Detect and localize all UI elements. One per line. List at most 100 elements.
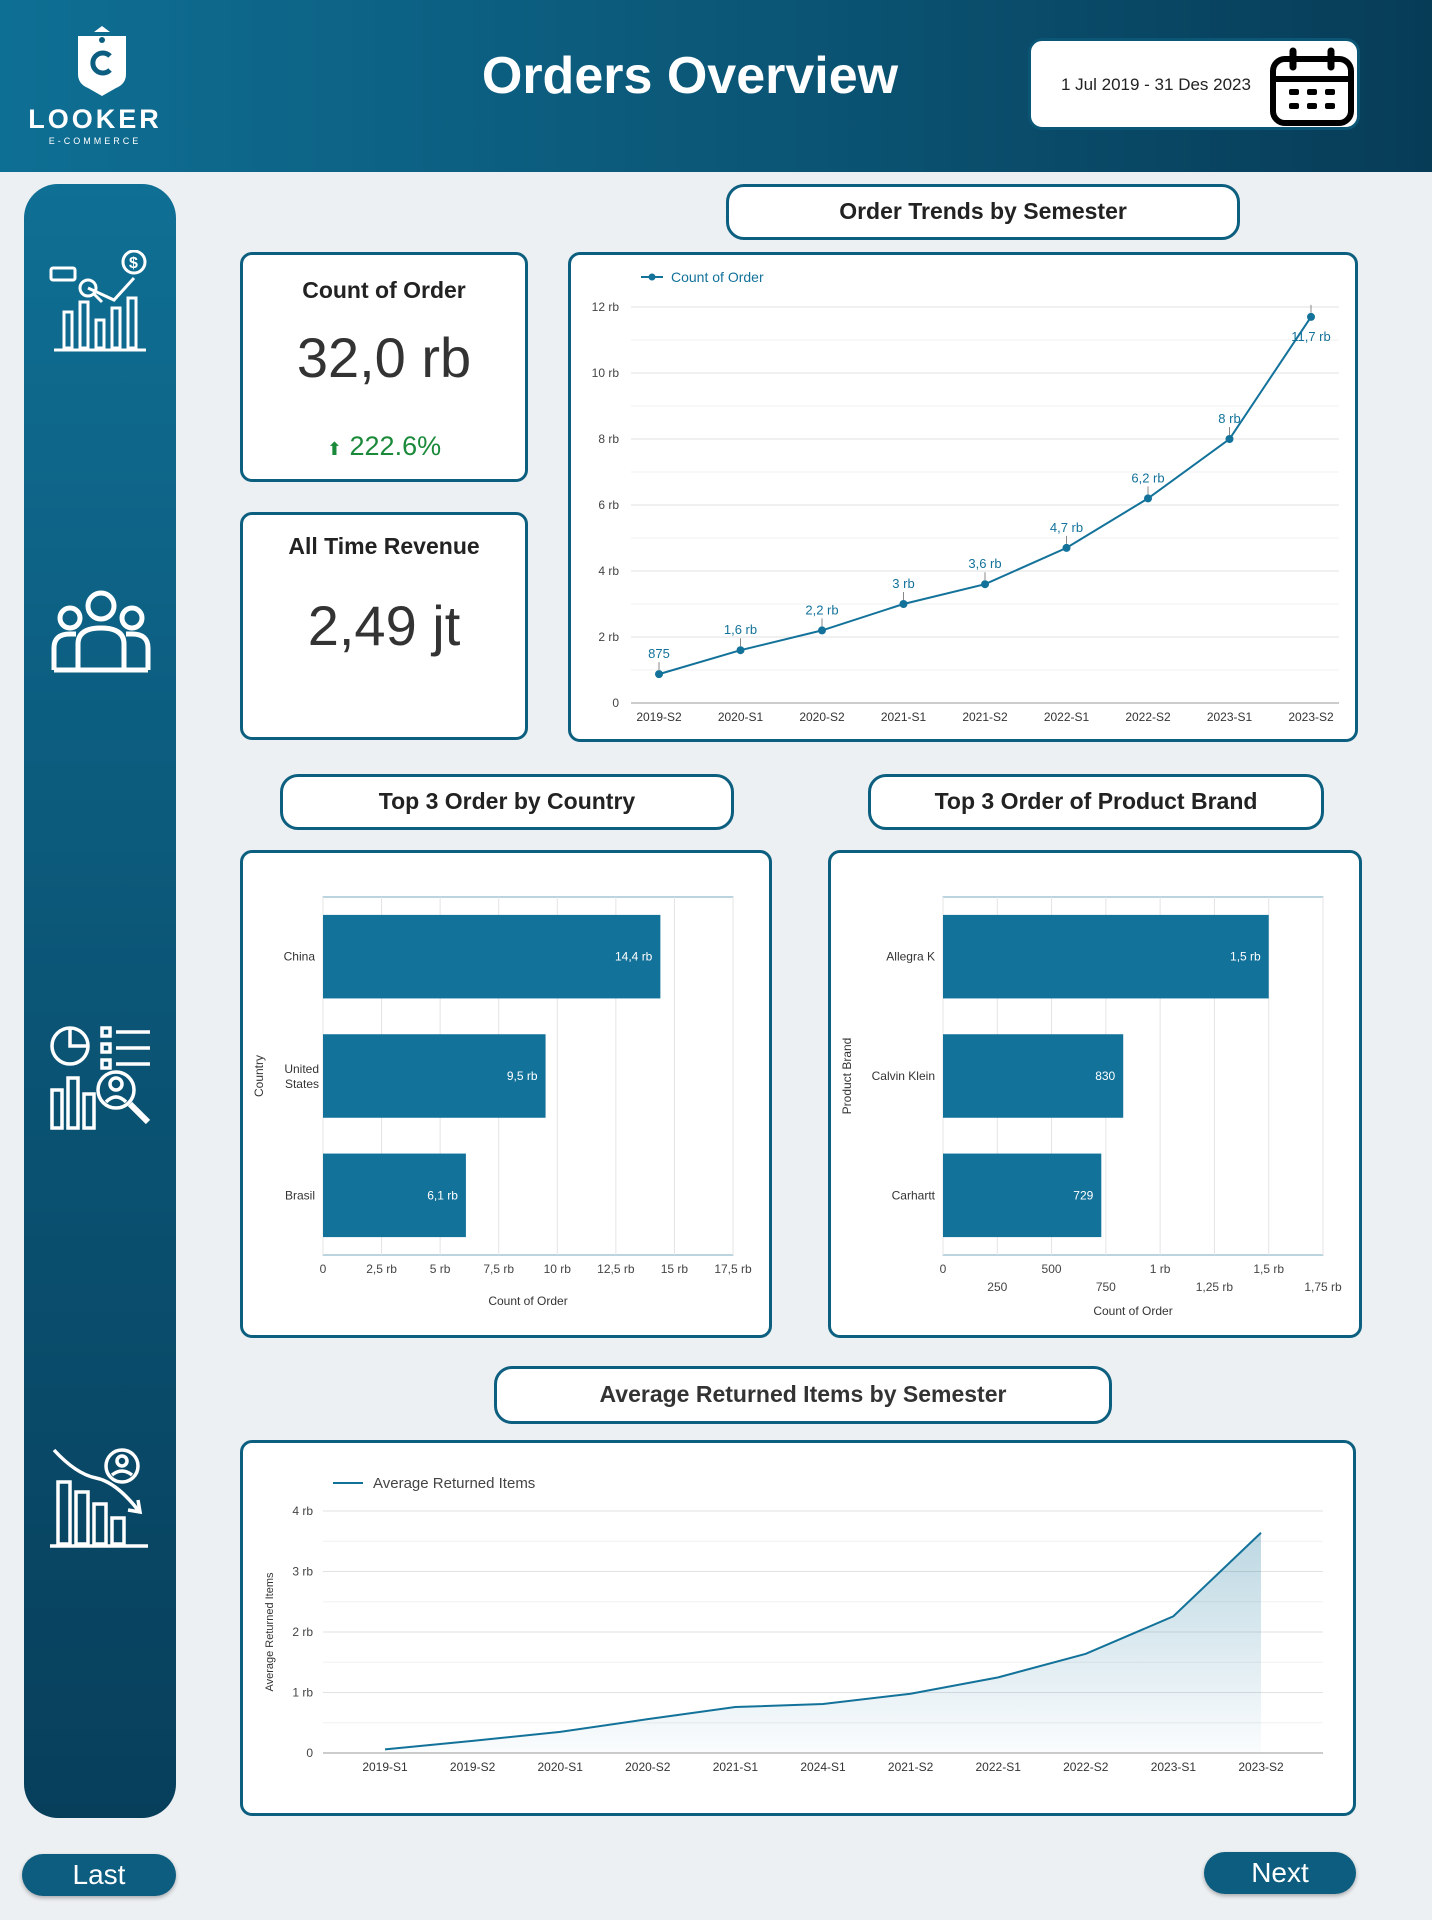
logo-text: LOOKER [28, 104, 162, 134]
shopping-bag-logo-icon [78, 26, 126, 96]
data-point [1307, 312, 1315, 321]
y-tick-label: 10 rb [592, 366, 620, 380]
x-tick-label: 2021-S2 [962, 710, 1008, 724]
y-axis-title: Country [252, 1055, 266, 1097]
bar-value-label: 729 [1073, 1188, 1093, 1202]
x-tick-label: 2021-S2 [888, 1760, 934, 1774]
data-point [655, 670, 663, 679]
y-tick-label: Calvin Klein [872, 1069, 935, 1083]
svg-text:$: $ [129, 255, 138, 272]
y-tick-label: 0 [306, 1746, 313, 1760]
data-label: 875 [648, 646, 670, 661]
calendar-icon[interactable] [1269, 47, 1355, 127]
next-button[interactable]: Next [1204, 1852, 1356, 1894]
data-point [899, 600, 908, 608]
returns-card: 0 1 rb 2 rb 3 rb 4 rb Average Returned Items 2… [240, 1440, 1356, 1816]
sales-analytics-icon[interactable]: $ [46, 250, 156, 360]
x-tick-label: 2019-S2 [450, 1760, 496, 1774]
kpi-all-time-revenue: All Time Revenue 2,49 jt [240, 512, 528, 740]
returns-area-chart: 0 1 rb 2 rb 3 rb 4 rb Average Returned Items 2… [264, 1475, 1323, 1774]
kpi-change: ⬆ 222.6% [243, 431, 525, 462]
country-card: 0 2,5 rb 5 rb 7,5 rb 10 rb 12,5 rb 15 rb 17,5 r… [240, 850, 772, 1338]
x-tick-label: 2021-S1 [713, 1760, 759, 1774]
data-label: 6,2 rb [1131, 470, 1164, 485]
bar-value-label: 830 [1095, 1069, 1115, 1083]
data-point [736, 646, 745, 655]
y-tick-label: Allegra K [886, 950, 935, 964]
data-point [1144, 494, 1152, 503]
kpi-title: All Time Revenue [288, 533, 480, 559]
y-tick-label: States [285, 1077, 319, 1091]
x-tick-label: 2022-S1 [1044, 710, 1090, 724]
x-tick-label: 0 [320, 1262, 327, 1276]
x-tick-label: 15 rb [661, 1262, 689, 1276]
arrow-up-icon: ⬆ [326, 439, 342, 459]
y-tick-label: China [284, 950, 316, 964]
legend-label: Average Returned Items [373, 1475, 535, 1492]
x-tick-label: 750 [1096, 1280, 1116, 1294]
x-tick-label: 0 [940, 1262, 947, 1276]
x-tick-label: 5 rb [430, 1262, 451, 1276]
x-tick-label: 2020-S2 [799, 710, 845, 724]
y-tick-label: 0 [612, 696, 619, 710]
x-tick-label: 17,5 rb [714, 1262, 752, 1276]
header-bar: LOOKER E-COMMERCE Orders Overview 1 Jul … [0, 0, 1432, 172]
data-point [981, 580, 989, 589]
y-tick-label: 2 rb [292, 1625, 313, 1639]
y-tick-label: 12 rb [592, 300, 620, 314]
x-tick-label: 7,5 rb [483, 1262, 514, 1276]
bar [323, 1153, 466, 1238]
bar [943, 1034, 1124, 1118]
x-tick-label: 2022-S1 [976, 1760, 1022, 1774]
page-title: Orders Overview [481, 47, 899, 105]
data-label: 2,2 rb [805, 602, 838, 617]
order-trends-card: 0 2 rb 4 rb 6 rb 8 rb 10 rb 12 rb Count of Orde… [568, 252, 1358, 742]
y-axis-title: Product Brand [840, 1038, 854, 1115]
series-area [385, 1532, 1261, 1753]
returns-decline-icon[interactable] [46, 1444, 156, 1554]
x-axis-title: Count of Order [488, 1294, 567, 1308]
last-button[interactable]: Last [22, 1854, 176, 1896]
x-tick-label: 2023-S2 [1238, 1760, 1284, 1774]
y-tick-label: 6 rb [598, 498, 619, 512]
data-point [1062, 543, 1071, 552]
x-tick-label: 2022-S2 [1063, 1760, 1109, 1774]
bar-value-label: 9,5 rb [507, 1069, 538, 1083]
bar-value-label: 6,1 rb [427, 1188, 458, 1202]
order-trends-chart: 0 2 rb 4 rb 6 rb 8 rb 10 rb 12 rb Count of Orde… [592, 269, 1339, 724]
series-line [658, 316, 1312, 676]
kpi-value: 32,0 rb [296, 326, 472, 389]
x-tick-label: 2022-S2 [1125, 710, 1171, 724]
logo-subtext: E-COMMERCE [48, 136, 142, 146]
date-range-picker[interactable]: 1 Jul 2019 - 31 Des 2023 [1028, 38, 1360, 130]
x-tick-label: 2020-S1 [538, 1760, 584, 1774]
kpi-count-of-order: Count of Order 32,0 rb ⬆ 222.6% [240, 252, 528, 482]
x-tick-label: 10 rb [544, 1262, 572, 1276]
country-bar-chart: 0 2,5 rb 5 rb 7,5 rb 10 rb 12,5 rb 15 rb 17,5 r… [252, 896, 752, 1308]
section-title-country: Top 3 Order by Country [280, 774, 734, 830]
legend-label: Count of Order [671, 269, 764, 285]
x-tick-label: 2023-S1 [1207, 710, 1253, 724]
data-label: 8 rb [1218, 411, 1240, 426]
x-tick-label: 2023-S1 [1151, 1760, 1197, 1774]
data-label: 3,6 rb [968, 556, 1001, 571]
y-axis-title: Average Returned Items [264, 1572, 276, 1692]
data-label: 11,7 rb [1291, 329, 1331, 344]
x-tick-label: 2020-S2 [625, 1760, 671, 1774]
x-axis-title: Count of Order [1093, 1304, 1172, 1318]
y-tick-label: 4 rb [292, 1504, 313, 1518]
customers-group-icon[interactable] [46, 578, 156, 688]
brand-bar-chart: 0 250 500 750 1 rb 1,25 rb 1,5 rb 1,75 rb 1,5 rb… [840, 896, 1342, 1318]
data-label: 3 rb [892, 576, 914, 591]
x-tick-label: 500 [1042, 1262, 1062, 1276]
y-tick-label: 3 rb [292, 1565, 313, 1579]
bar-value-label: 14,4 rb [615, 950, 653, 964]
report-analysis-icon[interactable] [46, 1024, 156, 1134]
date-range-text: 1 Jul 2019 - 31 Des 2023 [1061, 75, 1251, 94]
section-title-returns: Average Returned Items by Semester [494, 1366, 1112, 1424]
x-tick-label: 2,5 rb [366, 1262, 397, 1276]
data-point [1225, 435, 1234, 443]
y-tick-label: 8 rb [598, 432, 619, 446]
x-tick-label: 1,25 rb [1196, 1280, 1234, 1294]
y-tick-label: Brasil [285, 1188, 315, 1202]
